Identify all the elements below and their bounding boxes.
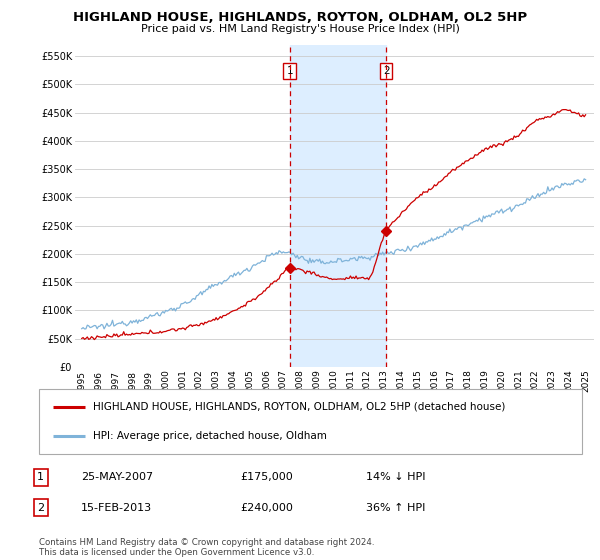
Text: 1: 1 bbox=[286, 66, 293, 76]
Text: 2: 2 bbox=[383, 66, 389, 76]
Text: £175,000: £175,000 bbox=[240, 472, 293, 482]
FancyBboxPatch shape bbox=[39, 389, 582, 454]
Text: HIGHLAND HOUSE, HIGHLANDS, ROYTON, OLDHAM, OL2 5HP (detached house): HIGHLAND HOUSE, HIGHLANDS, ROYTON, OLDHA… bbox=[94, 402, 506, 412]
Text: 15-FEB-2013: 15-FEB-2013 bbox=[81, 503, 152, 513]
Text: HPI: Average price, detached house, Oldham: HPI: Average price, detached house, Oldh… bbox=[94, 431, 327, 441]
Text: £240,000: £240,000 bbox=[240, 503, 293, 513]
Text: 2: 2 bbox=[37, 503, 44, 513]
Text: 36% ↑ HPI: 36% ↑ HPI bbox=[366, 503, 425, 513]
Text: HIGHLAND HOUSE, HIGHLANDS, ROYTON, OLDHAM, OL2 5HP: HIGHLAND HOUSE, HIGHLANDS, ROYTON, OLDHA… bbox=[73, 11, 527, 24]
Text: Contains HM Land Registry data © Crown copyright and database right 2024.
This d: Contains HM Land Registry data © Crown c… bbox=[39, 538, 374, 557]
Text: Price paid vs. HM Land Registry's House Price Index (HPI): Price paid vs. HM Land Registry's House … bbox=[140, 24, 460, 34]
Text: 1: 1 bbox=[37, 472, 44, 482]
Text: 25-MAY-2007: 25-MAY-2007 bbox=[81, 472, 153, 482]
Text: 14% ↓ HPI: 14% ↓ HPI bbox=[366, 472, 425, 482]
Bar bbox=[290, 45, 386, 367]
